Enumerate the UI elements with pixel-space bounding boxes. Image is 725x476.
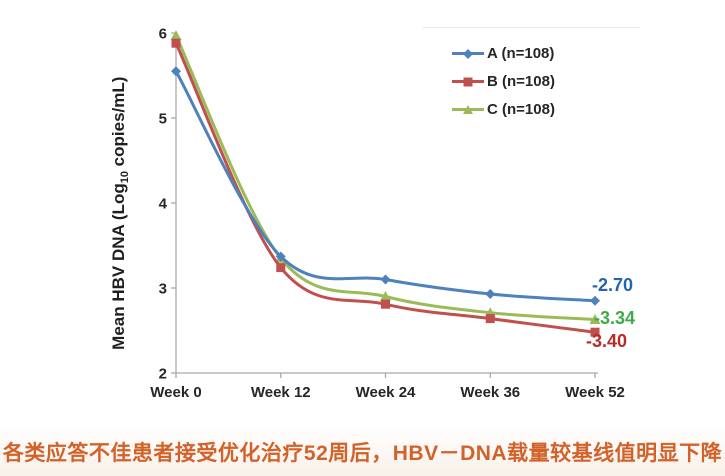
end-label-series-b: -3.40	[586, 331, 628, 351]
y-tick-label: 3	[159, 281, 167, 298]
legend-label-b: B (n=108)	[487, 73, 555, 90]
data-point-c	[589, 314, 601, 324]
legend: A (n=108) B (n=108) C (n=108)	[452, 43, 555, 120]
data-point-a	[171, 66, 181, 77]
x-category-label: Week 12	[251, 384, 311, 401]
legend-swatch-b	[452, 71, 484, 92]
y-axis-title: Mean HBV DNA (Log10 copies/mL)	[109, 43, 131, 383]
caption-text: 各类应答不佳患者接受优化治疗52周后，HBV－DNA载量较基线值明显下降	[2, 442, 723, 465]
data-point-b	[171, 38, 181, 48]
y-tick-label: 2	[159, 366, 167, 383]
legend-swatch-c	[452, 99, 484, 120]
y-tick-label: 4	[159, 196, 168, 213]
data-point-c	[170, 30, 182, 41]
data-point-b	[276, 263, 286, 273]
legend-label-c: C (n=108)	[487, 101, 555, 118]
x-category-label: Week 36	[460, 384, 520, 401]
series-line-a	[174, 69, 597, 303]
y-axis-title-pre: Mean HBV DNA (Log	[108, 183, 128, 350]
series-line-c	[174, 34, 597, 321]
data-point-b	[590, 327, 600, 337]
data-point-b	[485, 314, 495, 324]
y-tick-label: 6	[159, 26, 167, 43]
data-point-c	[380, 291, 391, 301]
end-label-series-a: -2.70	[592, 275, 634, 295]
legend-item-a: A (n=108)	[452, 43, 555, 64]
data-point-a	[485, 289, 496, 299]
series-line-b	[174, 41, 597, 334]
x-category-label: Week 24	[356, 384, 416, 401]
y-axis-title-post: copies/mL)	[108, 76, 128, 172]
legend-swatch-a	[452, 43, 484, 64]
data-point-b	[381, 299, 390, 309]
legend-label-a: A (n=108)	[487, 45, 555, 62]
triangle-marker-icon	[463, 104, 473, 114]
diamond-marker-icon	[463, 48, 473, 59]
x-category-label: Week 52	[565, 384, 625, 401]
legend-item-c: C (n=108)	[452, 99, 555, 120]
y-tick-label: 5	[159, 111, 167, 128]
x-category-label: Week 0	[150, 384, 201, 401]
square-marker-icon	[463, 77, 473, 86]
data-point-a	[380, 274, 391, 285]
legend-box-edge	[422, 27, 640, 28]
legend-item-b: B (n=108)	[452, 71, 555, 92]
end-label-series-c: -3.34	[594, 308, 636, 328]
data-point-a	[275, 251, 286, 262]
caption-band: 各类应答不佳患者接受优化治疗52周后，HBV－DNA载量较基线值明显下降	[0, 428, 725, 476]
data-point-a	[590, 295, 600, 306]
y-axis-title-sub: 10	[119, 171, 132, 184]
